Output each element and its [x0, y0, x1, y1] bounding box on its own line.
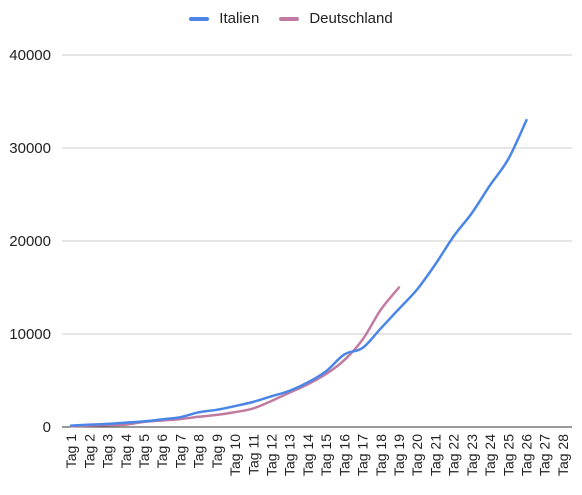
series-line-italien — [69, 118, 528, 427]
legend-swatch-deutschland — [279, 16, 300, 21]
x-tick-label: Tag 7 — [172, 434, 188, 468]
x-tick-label: Tag 23 — [464, 434, 480, 476]
x-tick-label: Tag 19 — [391, 434, 407, 476]
x-tick-label: Tag 22 — [446, 434, 462, 476]
x-tick-label: Tag 26 — [518, 434, 534, 476]
legend-label-deutschland: Deutschland — [309, 10, 393, 27]
y-tick-label: 30000 — [9, 140, 51, 157]
x-tick-label: Tag 2 — [81, 434, 97, 468]
x-tick-label: Tag 6 — [154, 434, 170, 468]
x-tick-label: Tag 17 — [355, 434, 371, 476]
x-tick-label: Tag 4 — [118, 434, 134, 468]
x-tick-label: Tag 3 — [100, 434, 116, 468]
x-tick-label: Tag 15 — [318, 434, 334, 476]
legend-swatch-italien — [189, 16, 210, 21]
x-tick-label: Tag 5 — [136, 434, 152, 468]
legend-label-italien: Italien — [219, 10, 260, 27]
x-tick-label: Tag 14 — [300, 434, 316, 476]
x-tick-label: Tag 8 — [191, 434, 207, 468]
chart-legend: Italien Deutschland — [0, 10, 582, 27]
x-tick-label: Tag 21 — [427, 434, 443, 476]
x-tick-label: Tag 18 — [373, 434, 389, 476]
y-tick-label: 40000 — [9, 47, 51, 64]
x-tick-label: Tag 10 — [227, 434, 243, 476]
x-tick-label: Tag 16 — [336, 434, 352, 476]
x-tick-label: Tag 1 — [63, 434, 79, 468]
x-tick-label: Tag 27 — [537, 434, 553, 476]
x-tick-label: Tag 28 — [555, 434, 571, 476]
x-tick-label: Tag 12 — [263, 434, 279, 476]
x-tick-label: Tag 11 — [245, 434, 261, 475]
y-tick-label: 10000 — [9, 326, 51, 343]
series-line-deutschland — [69, 286, 401, 428]
x-tick-label: Tag 25 — [500, 434, 516, 476]
legend-item-deutschland[interactable]: Deutschland — [279, 10, 393, 27]
y-tick-label: 20000 — [9, 233, 51, 250]
x-tick-label: Tag 9 — [209, 434, 225, 468]
x-tick-label: Tag 24 — [482, 434, 498, 476]
legend-item-italien[interactable]: Italien — [189, 10, 259, 27]
x-tick-label: Tag 13 — [282, 434, 298, 476]
y-tick-label: 0 — [43, 419, 51, 436]
x-tick-label: Tag 20 — [409, 434, 425, 476]
